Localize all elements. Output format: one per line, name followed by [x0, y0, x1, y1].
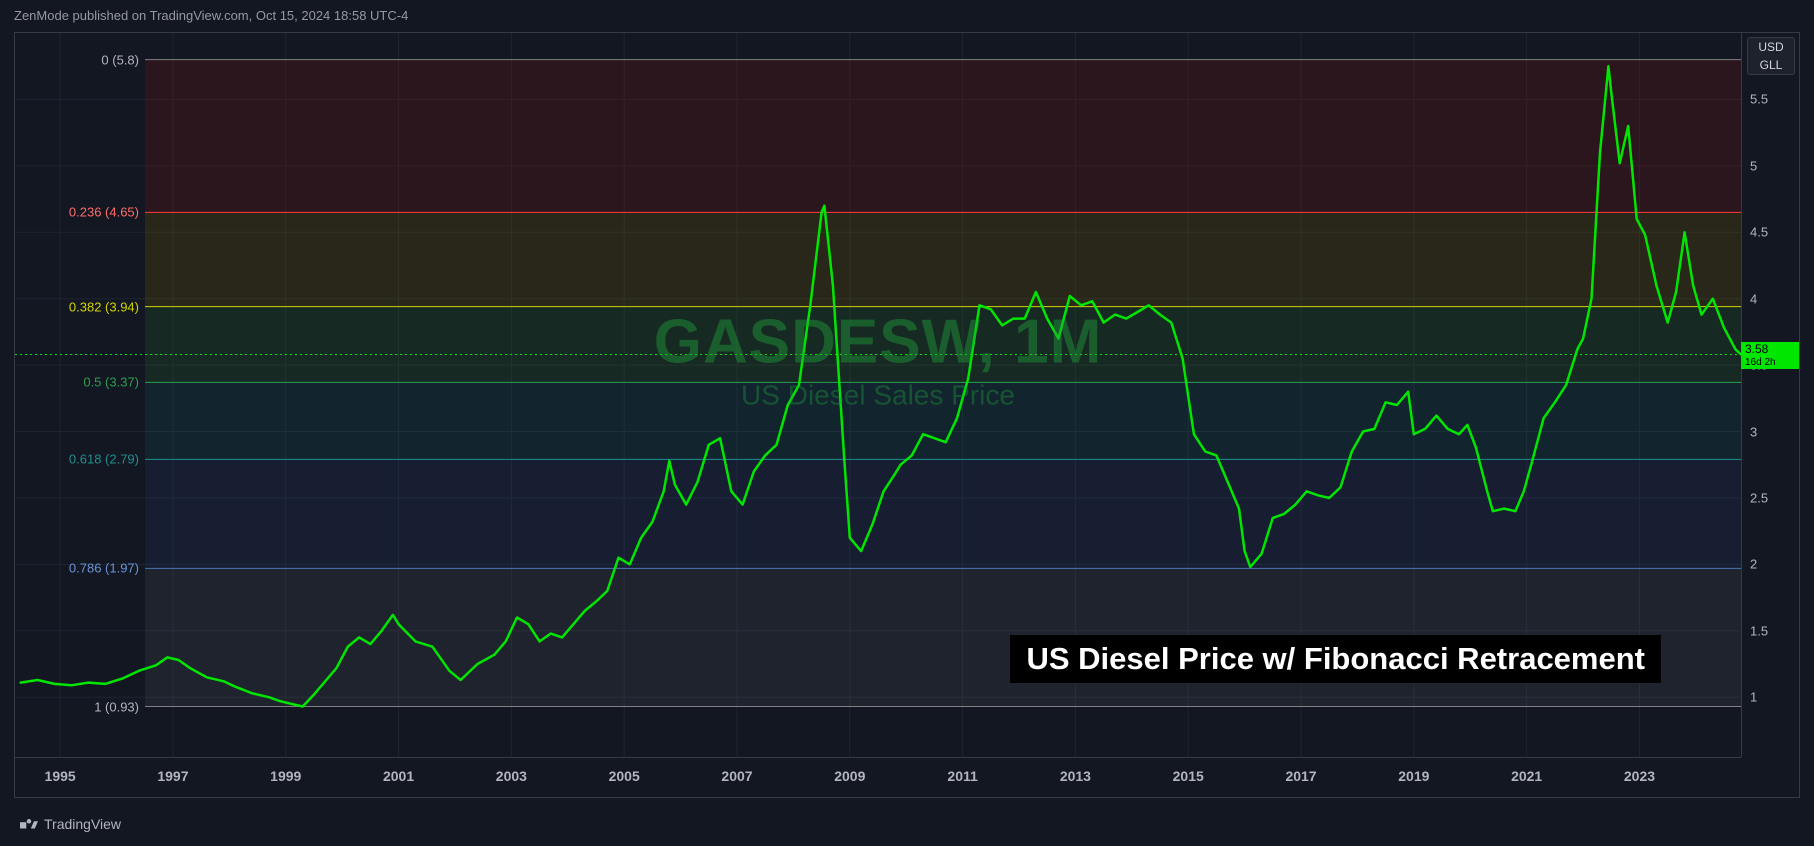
x-tick: 2011	[947, 768, 977, 784]
fib-label: 0.382 (3.94)	[69, 299, 139, 314]
x-tick: 2023	[1624, 768, 1655, 784]
x-tick: 2005	[609, 768, 640, 784]
x-tick: 2015	[1173, 768, 1204, 784]
y-tick: 5	[1750, 158, 1757, 173]
chart-plot[interactable]: GASDESW, 1M US Diesel Sales Price 0 (5.8…	[15, 33, 1741, 757]
x-tick: 1995	[45, 768, 76, 784]
y-tick: 4.5	[1750, 225, 1768, 240]
x-tick: 2003	[496, 768, 527, 784]
y-tick: 2.5	[1750, 490, 1768, 505]
fib-label: 1 (0.93)	[94, 699, 139, 714]
chart-container: GASDESW, 1M US Diesel Sales Price 0 (5.8…	[14, 32, 1800, 798]
unit-box[interactable]: USD GLL	[1747, 37, 1795, 75]
fib-label: 0 (5.8)	[101, 52, 139, 67]
x-tick: 2017	[1285, 768, 1316, 784]
current-price-badge: 3.5816d 2h	[1741, 342, 1799, 368]
chart-title-overlay: US Diesel Price w/ Fibonacci Retracement	[1010, 635, 1661, 683]
x-tick: 2019	[1398, 768, 1429, 784]
unit-top: USD	[1748, 38, 1794, 56]
fib-label: 0.618 (2.79)	[69, 452, 139, 467]
x-axis[interactable]: 1995 1997 1999 2001 2003 2005 2007 2009 2011 2013…	[15, 757, 1741, 797]
x-tick: 2013	[1060, 768, 1091, 784]
y-tick: 1	[1750, 690, 1757, 705]
x-tick: 2009	[834, 768, 865, 784]
footer-brand-text: TradingView	[44, 816, 121, 832]
y-tick: 3	[1750, 424, 1757, 439]
x-tick: 2001	[383, 768, 414, 784]
x-tick: 1997	[157, 768, 188, 784]
fib-label: 0.786 (1.97)	[69, 561, 139, 576]
y-tick: 1.5	[1750, 623, 1768, 638]
attribution-text: ZenMode published on TradingView.com, Oc…	[14, 8, 408, 23]
y-tick: 4	[1750, 291, 1757, 306]
fib-label: 0.5 (3.37)	[83, 375, 139, 390]
x-tick: 2021	[1511, 768, 1542, 784]
x-tick: 2007	[721, 768, 752, 784]
tradingview-logo[interactable]: TradingView	[20, 816, 121, 832]
y-axis[interactable]: USD GLL 11.522.533.544.555.53.5816d 2h	[1741, 33, 1799, 757]
fib-label: 0.236 (4.65)	[69, 205, 139, 220]
y-tick: 2	[1750, 557, 1757, 572]
y-tick: 5.5	[1750, 92, 1768, 107]
unit-bottom: GLL	[1748, 56, 1794, 74]
x-tick: 1999	[270, 768, 301, 784]
tradingview-icon	[20, 818, 38, 830]
